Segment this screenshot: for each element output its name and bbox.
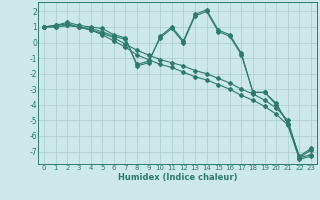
- X-axis label: Humidex (Indice chaleur): Humidex (Indice chaleur): [118, 173, 237, 182]
